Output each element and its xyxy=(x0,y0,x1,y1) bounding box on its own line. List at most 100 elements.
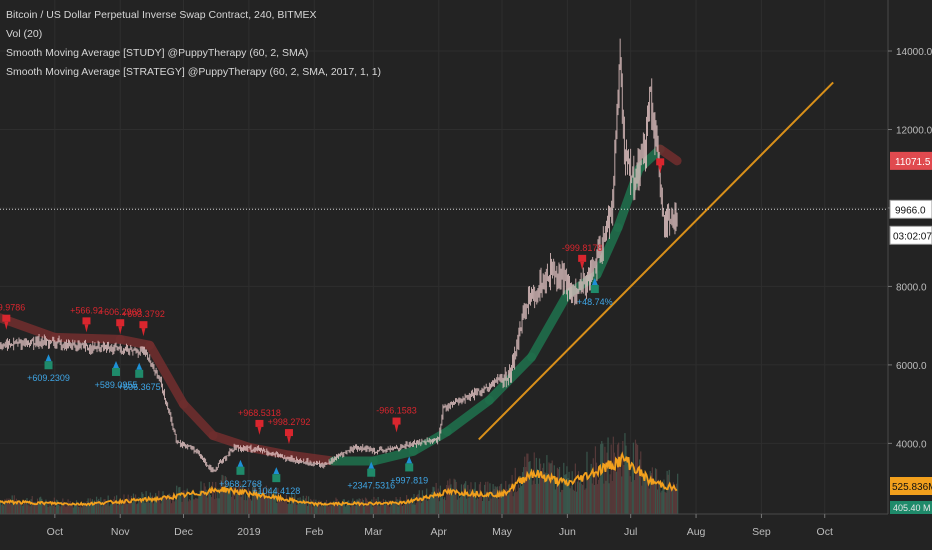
volume-bar xyxy=(440,497,443,514)
grid-lines xyxy=(0,0,888,514)
volume-bar xyxy=(200,481,202,514)
volume-bar xyxy=(604,446,606,514)
volume-bar xyxy=(257,492,259,514)
volume-bar xyxy=(28,501,30,514)
volume-bar xyxy=(492,484,494,514)
symbol-title[interactable]: Bitcoin / US Dollar Perpetual Inverse Sw… xyxy=(6,9,317,21)
volume-bar xyxy=(132,493,135,514)
volume-bar xyxy=(670,485,672,514)
volume-bar xyxy=(530,469,532,514)
volume-bar xyxy=(99,501,101,514)
volume-bar xyxy=(149,492,151,514)
volume-bar xyxy=(290,504,292,514)
volume-bar xyxy=(448,485,450,514)
ma-segment xyxy=(368,446,418,466)
volume-bar xyxy=(619,462,621,514)
volume-bar xyxy=(118,500,120,514)
volume-bar xyxy=(43,503,45,514)
volume-bar xyxy=(577,471,580,514)
volume-bar xyxy=(591,483,593,514)
volume-ma-layer xyxy=(0,451,678,507)
volume-bar xyxy=(421,490,424,514)
volume-bar xyxy=(70,503,72,514)
trendline-layer[interactable] xyxy=(478,81,834,441)
price-axis[interactable]: 4000.06000.08000.010000.012000.014000.01… xyxy=(887,0,932,550)
time-tick-1: Nov xyxy=(111,526,130,538)
volume-bar xyxy=(537,483,540,514)
time-axis[interactable]: Oct Nov Dec 2019 Feb Mar Apr May Jun Jul Aug Sep Oct xyxy=(0,513,932,550)
sell-arrow-3 xyxy=(141,328,146,337)
sell-arrow-1 xyxy=(84,324,89,333)
volume-bar xyxy=(459,496,462,514)
volume-bar xyxy=(381,504,383,514)
volume-bar xyxy=(15,498,18,514)
volume-bar xyxy=(286,503,289,514)
volume-bar xyxy=(389,506,391,514)
volume-bar xyxy=(626,461,628,514)
time-tick-6: Apr xyxy=(431,526,448,538)
volume-bar xyxy=(160,503,162,514)
volume-bar xyxy=(552,476,554,514)
volume-bar xyxy=(336,499,338,514)
volume-bar xyxy=(79,506,81,514)
sell-arrow-0 xyxy=(4,321,9,330)
buy-marker-6 xyxy=(405,463,414,472)
volume-bar xyxy=(557,469,560,514)
volume-bar xyxy=(484,484,486,514)
volume-bar xyxy=(601,441,603,514)
volume-bar xyxy=(80,505,82,514)
volume-bar xyxy=(246,495,248,514)
volume-bar xyxy=(276,503,278,514)
volume-bar xyxy=(164,496,166,514)
ma-segment xyxy=(115,334,155,350)
volume-bar xyxy=(512,496,514,514)
volume-bar xyxy=(145,491,147,514)
volume-bar xyxy=(412,504,414,514)
volume-bar xyxy=(112,499,115,514)
ma-segment xyxy=(145,340,189,409)
volume-indicator-label[interactable]: Vol (20) xyxy=(6,28,43,40)
volume-bar xyxy=(645,475,647,514)
volume-bar xyxy=(21,502,23,514)
volume-bar xyxy=(364,497,367,514)
volume-bar xyxy=(25,499,27,514)
buy-label-7: +48.74% xyxy=(577,297,613,307)
volume-bar xyxy=(655,469,658,514)
volume-bar xyxy=(536,468,539,514)
volume-bar xyxy=(585,488,587,514)
volume-bar xyxy=(387,503,389,514)
volume-bar xyxy=(338,501,340,514)
sell-marker-6 xyxy=(392,417,401,425)
time-tick-11: Sep xyxy=(752,526,771,538)
volume-bar xyxy=(374,505,376,514)
volume-bar xyxy=(453,478,455,514)
time-tick-7: May xyxy=(492,526,513,538)
volume-bar xyxy=(353,504,355,514)
volume-bar xyxy=(442,499,445,514)
volume-bar xyxy=(222,475,224,514)
volume-bar xyxy=(420,502,422,514)
volume-bar xyxy=(332,503,334,514)
volume-bar xyxy=(4,499,6,514)
volume-bar xyxy=(556,467,559,514)
volume-bar xyxy=(142,493,144,514)
volume-bar xyxy=(418,490,420,514)
volume-bar xyxy=(186,488,188,514)
time-axis-bg xyxy=(0,514,932,550)
sell-marker-7 xyxy=(578,254,587,262)
strategy-indicator-label[interactable]: Smooth Moving Average [STRATEGY] @PuppyT… xyxy=(6,66,382,78)
volume-bar xyxy=(134,494,137,514)
study-indicator-label[interactable]: Smooth Moving Average [STUDY] @PuppyTher… xyxy=(6,47,309,59)
volume-bar xyxy=(133,500,136,514)
volume-bar xyxy=(528,461,530,514)
volume-bar xyxy=(311,500,313,514)
volume-bar xyxy=(89,498,91,514)
volume-bar xyxy=(206,497,208,514)
volume-bar xyxy=(236,494,238,514)
volume-bar xyxy=(477,498,479,514)
volume-bar xyxy=(509,483,511,514)
volume-bar xyxy=(677,473,679,514)
volume-bar xyxy=(251,500,253,514)
